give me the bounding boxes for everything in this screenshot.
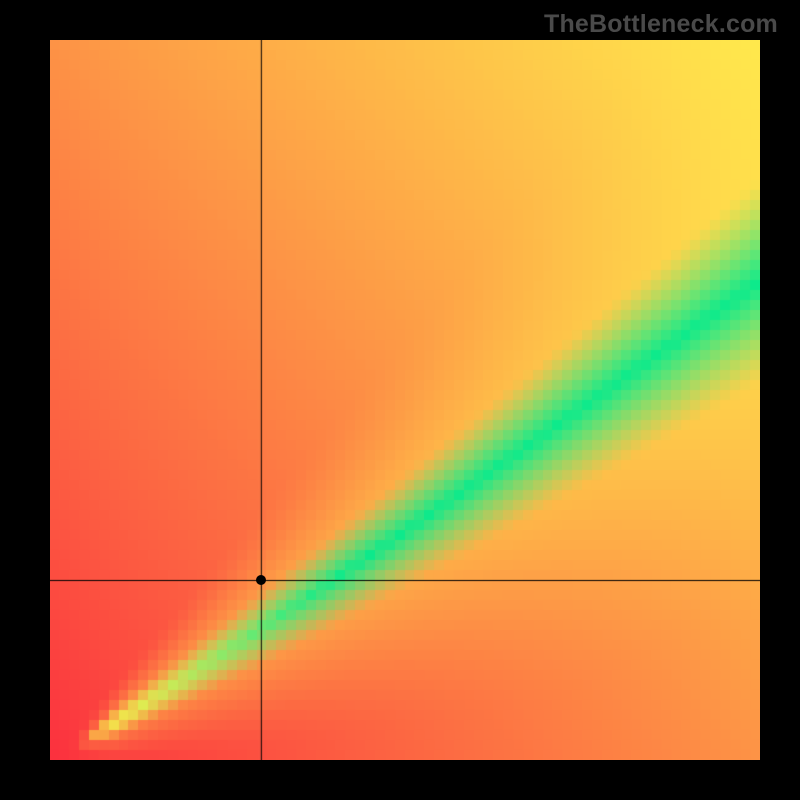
bottleneck-heatmap [50,40,760,760]
watermark-text: TheBottleneck.com [544,10,778,39]
crosshair-marker [256,575,266,585]
